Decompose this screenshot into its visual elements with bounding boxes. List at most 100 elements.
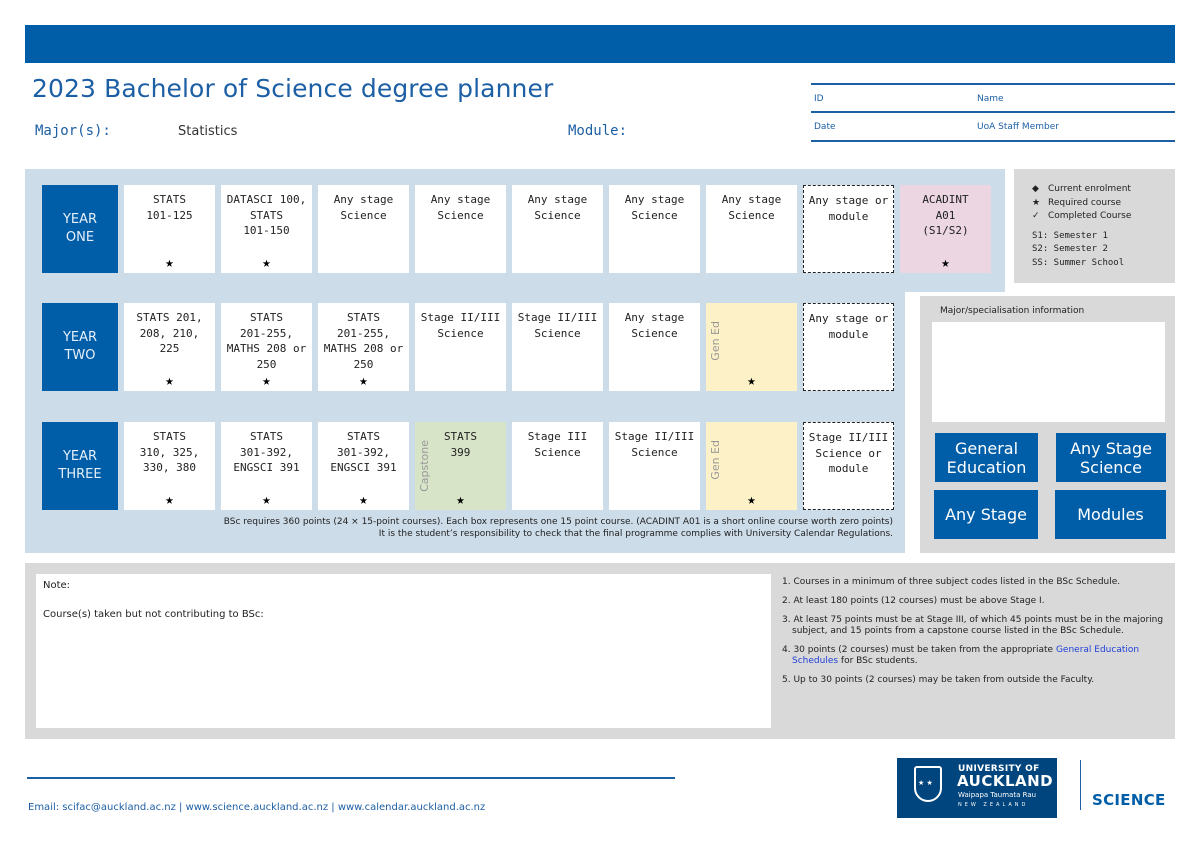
- course-text-line: STATS: [346, 311, 381, 324]
- course-box[interactable]: Any stage Science: [706, 185, 797, 273]
- course-box[interactable]: DATASCI 100, STATS 101-150 ★: [221, 185, 312, 273]
- side-label: Gen Ed: [709, 321, 722, 361]
- course-text-line: STATS: [152, 430, 187, 443]
- course-box[interactable]: STATS 201-255, MATHS 208 or 250 ★: [318, 303, 409, 391]
- course-text-line: Stage III: [527, 430, 588, 443]
- course-text-line: ENGSCI 391: [233, 461, 300, 474]
- required-star-icon: ★: [165, 491, 174, 508]
- legend-s1: S1: Semester 1: [1032, 230, 1108, 241]
- major-info-panel: Major/specialisation information General…: [920, 296, 1175, 553]
- course-text-line: ACADINT: [922, 193, 969, 206]
- course-text-line: Any stage: [527, 193, 588, 206]
- course-text-line: Science: [340, 208, 387, 222]
- course-box[interactable]: Gen Ed ★: [706, 303, 797, 391]
- modules-button[interactable]: Modules: [1055, 490, 1166, 539]
- course-box[interactable]: Any stage Science: [512, 185, 603, 273]
- course-text-line: Any stage: [624, 311, 685, 324]
- rule-5: 5. Up to 30 points (2 courses) may be ta…: [782, 675, 1095, 685]
- responsibility-note: It is the student’s responsibility to ch…: [378, 529, 893, 539]
- required-star-icon: ★: [941, 254, 950, 271]
- course-text-line: Science: [631, 326, 678, 340]
- course-text-line: 250: [353, 357, 374, 371]
- module-label: Module:: [568, 123, 628, 139]
- course-box[interactable]: STATS 201-255, MATHS 208 or 250 ★: [221, 303, 312, 391]
- course-box[interactable]: Any stage or module: [803, 303, 894, 391]
- legend-s2: S2: Semester 2: [1032, 244, 1108, 254]
- course-text-line: Science: [534, 208, 581, 222]
- course-text-line: STATS: [443, 430, 478, 443]
- course-text-line: Any stage: [430, 193, 491, 206]
- course-box[interactable]: Any stage Science: [415, 185, 506, 273]
- course-text-line: Science: [534, 326, 581, 340]
- header-banner: [25, 25, 1175, 63]
- any-stage-button[interactable]: Any Stage: [934, 490, 1038, 539]
- course-box[interactable]: STATS 301-392, ENGSCI 391 ★: [318, 422, 409, 510]
- course-text-line: module: [828, 209, 869, 223]
- legend-ss: SS: Summer School: [1032, 257, 1125, 268]
- course-box[interactable]: Capstone STATS 399 ★: [415, 422, 506, 510]
- course-text-line: Science: [728, 208, 775, 222]
- course-text-line: STATS: [249, 311, 284, 324]
- course-box[interactable]: Stage III Science: [512, 422, 603, 510]
- staff-member-field[interactable]: UoA Staff Member: [977, 122, 1059, 132]
- course-text-line: 101-150: [243, 224, 290, 237]
- course-text-line: STATS: [346, 430, 381, 443]
- course-text-line: Any stage: [624, 193, 685, 206]
- course-text-line: 399: [450, 445, 471, 459]
- course-box[interactable]: STATS 310, 325, 330, 380 ★: [124, 422, 215, 510]
- course-box[interactable]: Stage II/III Science: [512, 303, 603, 391]
- course-box[interactable]: Stage II/III Science: [609, 422, 700, 510]
- required-star-icon: ★: [747, 491, 756, 508]
- course-text-line: 201-255,: [337, 326, 390, 340]
- required-star-icon: ★: [165, 372, 174, 389]
- notes-textbox[interactable]: Note: Course(s) taken but not contributi…: [36, 574, 771, 728]
- year-three-label: YEAR THREE: [42, 422, 118, 510]
- course-box[interactable]: Any stage Science: [609, 185, 700, 273]
- course-box[interactable]: Any stage Science: [318, 185, 409, 273]
- faculty-name: SCIENCE: [1092, 791, 1166, 809]
- course-box[interactable]: ACADINT A01 (S1/S2) ★: [900, 185, 991, 273]
- course-box[interactable]: Any stage or module: [803, 185, 894, 273]
- required-star-icon: ★: [456, 491, 465, 508]
- course-box[interactable]: Gen Ed ★: [706, 422, 797, 510]
- legend-item-completed: ✓ Completed Course: [1032, 210, 1175, 224]
- id-field[interactable]: ID: [814, 94, 824, 104]
- major-info-title: Major/specialisation information: [940, 306, 1085, 316]
- course-text-line: Stage II/III: [614, 430, 695, 443]
- course-text-line: 310, 325,: [139, 445, 200, 459]
- course-text-line: Science: [534, 445, 581, 459]
- course-text-line: A01: [935, 208, 956, 222]
- course-box[interactable]: Stage II/III Science: [415, 303, 506, 391]
- course-text-line: Science: [631, 208, 678, 222]
- rule-4: 4. 30 points (2 courses) must be taken f…: [782, 645, 1140, 666]
- general-education-schedules-link[interactable]: General Education Schedules: [792, 645, 1140, 666]
- rule-1: 1. Courses in a minimum of three subject…: [782, 577, 1121, 587]
- course-box[interactable]: Any stage Science: [609, 303, 700, 391]
- rule-3: 3. At least 75 points must be at Stage I…: [782, 615, 1164, 636]
- course-text-line: Science: [437, 208, 484, 222]
- required-star-icon: ★: [262, 491, 271, 508]
- course-text-line: Science or: [815, 446, 882, 460]
- course-text-line: DATASCI 100,: [226, 193, 307, 206]
- date-field[interactable]: Date: [814, 122, 836, 132]
- id-name-row: ID Name: [811, 85, 1175, 113]
- major-field[interactable]: Statistics: [178, 124, 238, 139]
- course-text-line: STATS: [249, 208, 284, 222]
- name-field[interactable]: Name: [977, 94, 1004, 104]
- footer-contact: Email: scifac@auckland.ac.nz | www.scien…: [28, 802, 486, 813]
- course-box[interactable]: STATS 101-125 ★: [124, 185, 215, 273]
- date-staff-row: Date UoA Staff Member: [811, 113, 1175, 141]
- course-text-line: 301-392,: [240, 445, 293, 459]
- course-box[interactable]: STATS 301-392, ENGSCI 391 ★: [221, 422, 312, 510]
- any-stage-science-button[interactable]: Any Stage Science: [1056, 433, 1166, 482]
- logo-divider: [1080, 760, 1081, 810]
- course-text-line: Science: [631, 445, 678, 459]
- star-icon: ★: [1032, 197, 1041, 208]
- course-text-line: MATHS 208 or: [323, 342, 404, 355]
- general-education-button[interactable]: General Education: [935, 433, 1038, 482]
- course-box[interactable]: STATS 201, 208, 210, 225 ★: [124, 303, 215, 391]
- rule-2: 2. At least 180 points (12 courses) must…: [782, 596, 1045, 606]
- major-info-textbox[interactable]: [932, 322, 1165, 422]
- course-text-line: Stage II/III: [808, 431, 889, 444]
- course-box[interactable]: Stage II/III Science or module: [803, 422, 894, 510]
